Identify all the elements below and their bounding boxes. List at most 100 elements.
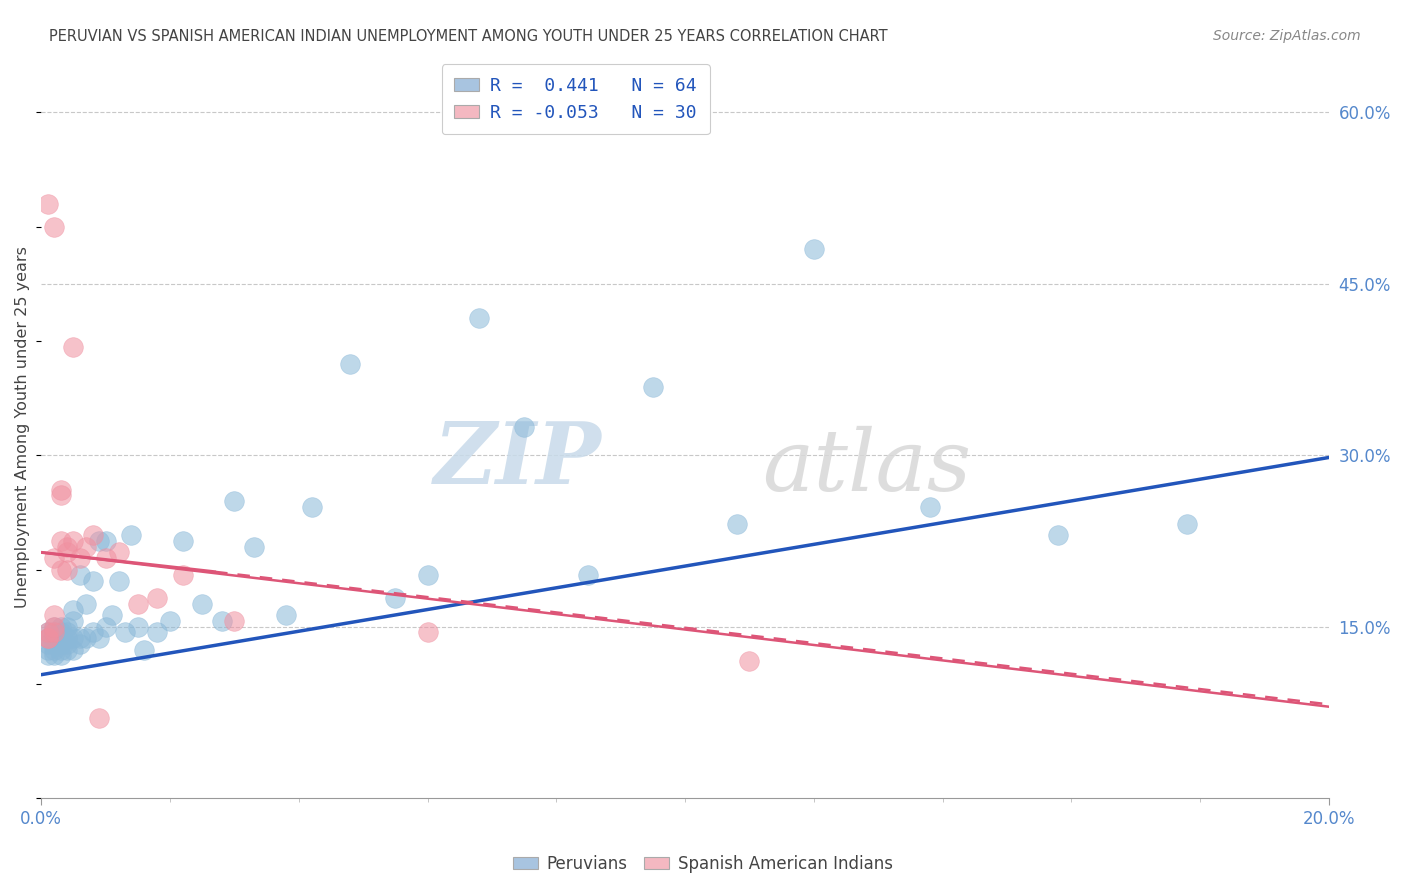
Point [37,631,59,645]
Text: PERUVIAN VS SPANISH AMERICAN INDIAN UNEMPLOYMENT AMONG YOUTH UNDER 25 YEARS CORR: PERUVIAN VS SPANISH AMERICAN INDIAN UNEM… [49,29,887,44]
Point [301,500,323,514]
Point [56,631,79,645]
Point [101,608,124,623]
Point [49,631,72,645]
Point [918,500,941,514]
Point [242,540,264,554]
Point [416,625,439,640]
Point [641,379,664,393]
Point [37,625,59,640]
Point [62,614,84,628]
Point [49,488,72,502]
Point [274,608,297,623]
Point [37,648,59,663]
Point [134,642,156,657]
Legend: R =  0.441   N = 64, R = -0.053   N = 30: R = 0.441 N = 64, R = -0.053 N = 30 [441,64,710,135]
Point [107,545,129,559]
Point [37,631,59,645]
Point [191,597,214,611]
Point [89,631,111,645]
Point [62,602,84,616]
Point [75,597,97,611]
Point [49,562,72,576]
Point [114,625,136,640]
Point [62,631,84,645]
Point [146,591,169,606]
Point [75,540,97,554]
Point [49,625,72,640]
Point [49,642,72,657]
Point [94,533,117,548]
Point [69,637,91,651]
Point [56,642,79,657]
Point [37,637,59,651]
Point [42,608,65,623]
Text: Source: ZipAtlas.com: Source: ZipAtlas.com [1213,29,1361,43]
Point [1175,516,1198,531]
Point [37,196,59,211]
Point [42,620,65,634]
Point [69,568,91,582]
Point [49,620,72,634]
Point [107,574,129,588]
Point [172,568,194,582]
Point [89,711,111,725]
Point [82,625,104,640]
Point [120,528,142,542]
Point [94,620,117,634]
Point [56,637,79,651]
Point [738,654,761,668]
Text: ZIP: ZIP [433,418,602,502]
Point [56,562,79,576]
Point [127,597,149,611]
Point [42,631,65,645]
Point [62,533,84,548]
Point [42,219,65,234]
Point [37,625,59,640]
Point [42,551,65,566]
Point [127,620,149,634]
Point [224,494,246,508]
Point [82,528,104,542]
Point [42,625,65,640]
Text: atlas: atlas [762,426,972,508]
Point [56,625,79,640]
Legend: Peruvians, Spanish American Indians: Peruvians, Spanish American Indians [506,848,900,880]
Point [42,637,65,651]
Point [37,642,59,657]
Point [339,357,361,371]
Point [42,648,65,663]
Point [37,631,59,645]
Point [224,614,246,628]
Point [49,533,72,548]
Point [82,574,104,588]
Point [42,642,65,657]
Point [69,551,91,566]
Point [513,419,536,434]
Point [159,614,181,628]
Point [42,625,65,640]
Point [578,568,600,582]
Point [56,545,79,559]
Point [146,625,169,640]
Point [94,551,117,566]
Y-axis label: Unemployment Among Youth under 25 years: Unemployment Among Youth under 25 years [15,245,30,607]
Point [62,340,84,354]
Point [384,591,406,606]
Point [725,516,748,531]
Point [49,648,72,663]
Point [1047,528,1070,542]
Point [416,568,439,582]
Point [49,483,72,497]
Point [42,620,65,634]
Point [172,533,194,548]
Point [56,620,79,634]
Point [75,631,97,645]
Point [803,243,825,257]
Point [49,637,72,651]
Point [89,533,111,548]
Point [211,614,233,628]
Point [69,631,91,645]
Point [468,311,491,326]
Point [62,642,84,657]
